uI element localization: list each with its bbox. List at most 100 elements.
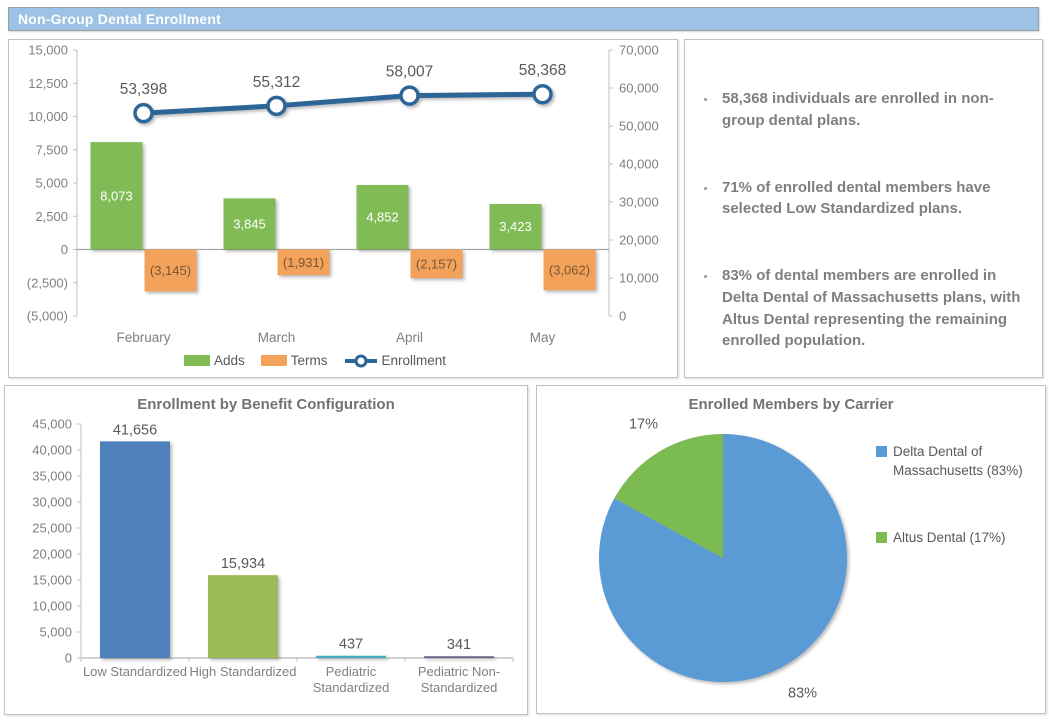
chart-text: 341 [447,637,471,653]
chart-text: March [258,330,296,345]
legend-item-enrollment: Enrollment [344,353,447,368]
chart-text: 12,500 [28,76,68,91]
chart-text: 83% [788,685,817,701]
adds-bar-april [356,184,409,250]
chart-text: 20,000 [619,233,659,248]
chart-text: 437 [339,637,363,653]
chart-text: 15,934 [221,556,265,572]
chart-text: May [530,330,556,345]
legend-label: Delta Dental of Massachusetts (83%) [893,444,1023,478]
bar-low-standardized [100,441,170,658]
chart-text: 4,852 [366,210,399,225]
delta-dental-of-massachusetts-83-legend-swatch [876,446,887,457]
chart-text: (2,500) [27,275,68,290]
chart-text: 30,000 [619,195,659,210]
insight-bullet-low-standardized: 71% of enrolled dental members have sele… [717,177,1026,221]
terms-bar-february [144,249,197,292]
terms-bars: (3,145) (1,931) (2,157) (3,062) [144,249,596,292]
chart-text: Low Standardized [83,664,187,679]
pie-chart-legend: Delta Dental of Massachusetts (83%) Altus… [876,443,1042,548]
chart-text: 0 [65,651,72,666]
chart-text: 45,000 [32,417,72,432]
page-title: Non-Group Dental Enrollment [18,11,221,27]
enrollment-marker-february [133,102,154,124]
benefit-config-chart: Enrollment by Benefit Configuration 45,00… [5,386,527,714]
chart-text: (2,157) [416,256,457,271]
chart-text: (1,931) [283,255,324,270]
chart-text: (3,062) [549,262,590,277]
chart-text: 30,000 [32,495,72,510]
pie-slices [599,434,847,682]
legend-item-terms: Terms [260,353,328,368]
chart-text: (5,000) [27,309,68,324]
bar-pediatric-standardized [316,655,386,658]
chart-text: 3,423 [499,219,532,234]
carrier-pie-panel: Enrolled Members by Carrier 83% 17% Delta D… [536,385,1046,714]
adds-bars: 8,073 3,845 4,852 3,423 [90,142,542,250]
chart-text: 2,500 [35,209,68,224]
title-banner: Non-Group Dental Enrollment [8,7,1039,31]
legend-item-altus-dental-17: Altus Dental (17%) [876,529,1042,548]
enrollment-trend-chart: 15,000 12,500 10,000 7,500 5,000 2,500 0 (2,500… [9,40,677,377]
legend-label: Altus Dental (17%) [893,529,1006,545]
chart-text: High Standardized [190,664,297,679]
terms-legend-swatch [260,355,287,366]
chart-text: 7,500 [35,142,68,157]
chart-text: 0 [619,309,626,324]
terms-bar-may [543,249,596,291]
pie-chart-svg: 83% 17% [599,417,847,701]
combo-chart-svg: 15,000 12,500 10,000 7,500 5,000 2,500 0 (2,500… [27,43,659,346]
terms-bar-march [277,249,330,276]
chart-text: Pediatric [326,664,377,679]
chart-text: 3,845 [233,216,266,231]
chart-text: Standardized [421,680,498,695]
chart-text: 70,000 [619,43,659,58]
chart-text: 8,073 [100,188,133,203]
enrollment-marker-may [532,83,553,105]
chart-text: 20,000 [32,547,72,562]
legend-label: Enrollment [381,353,447,368]
chart-text: 41,656 [113,422,157,438]
chart-text: 40,000 [32,443,72,458]
enrollment-trend-panel: 15,000 12,500 10,000 7,500 5,000 2,500 0 (2,500… [8,39,678,378]
chart-text: Pediatric Non- [418,664,500,679]
adds-bar-february [90,142,143,250]
insight-bullet-enrolled-total: 58,368 individuals are enrolled in non-g… [717,88,1026,132]
bar-chart-svg: 45,000 40,000 35,000 30,000 25,000 20,000 15,0… [32,417,514,695]
bar-pediatric-non-standardized [424,656,494,658]
legend-label: Adds [213,353,245,368]
chart-text: 5,000 [39,625,72,640]
chart-text: 58,007 [386,64,433,81]
enrollment-legend-line-marker [344,354,377,367]
legend-label: Terms [290,353,328,368]
adds-legend-swatch [183,355,210,366]
pie-slice-altus-dental-17 [614,434,723,558]
bar-high-standardized [208,575,278,658]
chart-title: Enrollment by Benefit Configuration [137,396,395,413]
chart-title: Enrolled Members by Carrier [688,396,894,413]
legend-item-adds: Adds [183,353,245,368]
chart-text: 10,000 [619,271,659,286]
chart-text: 15,000 [32,573,72,588]
chart-text: 0 [61,242,68,257]
axes: 15,000 12,500 10,000 7,500 5,000 2,500 0 (2,500… [27,43,659,324]
benefit-config-panel: Enrollment by Benefit Configuration 45,00… [4,385,528,715]
chart-text: February [116,330,170,345]
chart-text: 17% [629,417,658,433]
altus-dental-17-legend-swatch [876,531,887,543]
chart-text: 10,000 [32,599,72,614]
chart-text: 53,398 [120,81,167,98]
insights-list: 58,368 individuals are enrolled in non-g… [685,40,1042,352]
chart-text: Standardized [313,680,390,695]
enrollment-marker-march [266,95,287,117]
chart-text: 10,000 [28,109,68,124]
chart-text: 35,000 [32,469,72,484]
legend-item-delta-dental-of-massachusetts-83: Delta Dental of Massachusetts (83%) [876,443,1042,481]
axes: 45,000 40,000 35,000 30,000 25,000 20,000 15,0… [32,417,82,666]
insight-bullet-carrier-split: 83% of dental members are enrolled in De… [717,265,1026,352]
insights-panel: 58,368 individuals are enrolled in non-g… [684,39,1043,378]
adds-bar-may [489,203,542,250]
carrier-pie-chart: Enrolled Members by Carrier 83% 17% Delta D… [537,386,1045,713]
enrollment-line-series [133,83,553,124]
